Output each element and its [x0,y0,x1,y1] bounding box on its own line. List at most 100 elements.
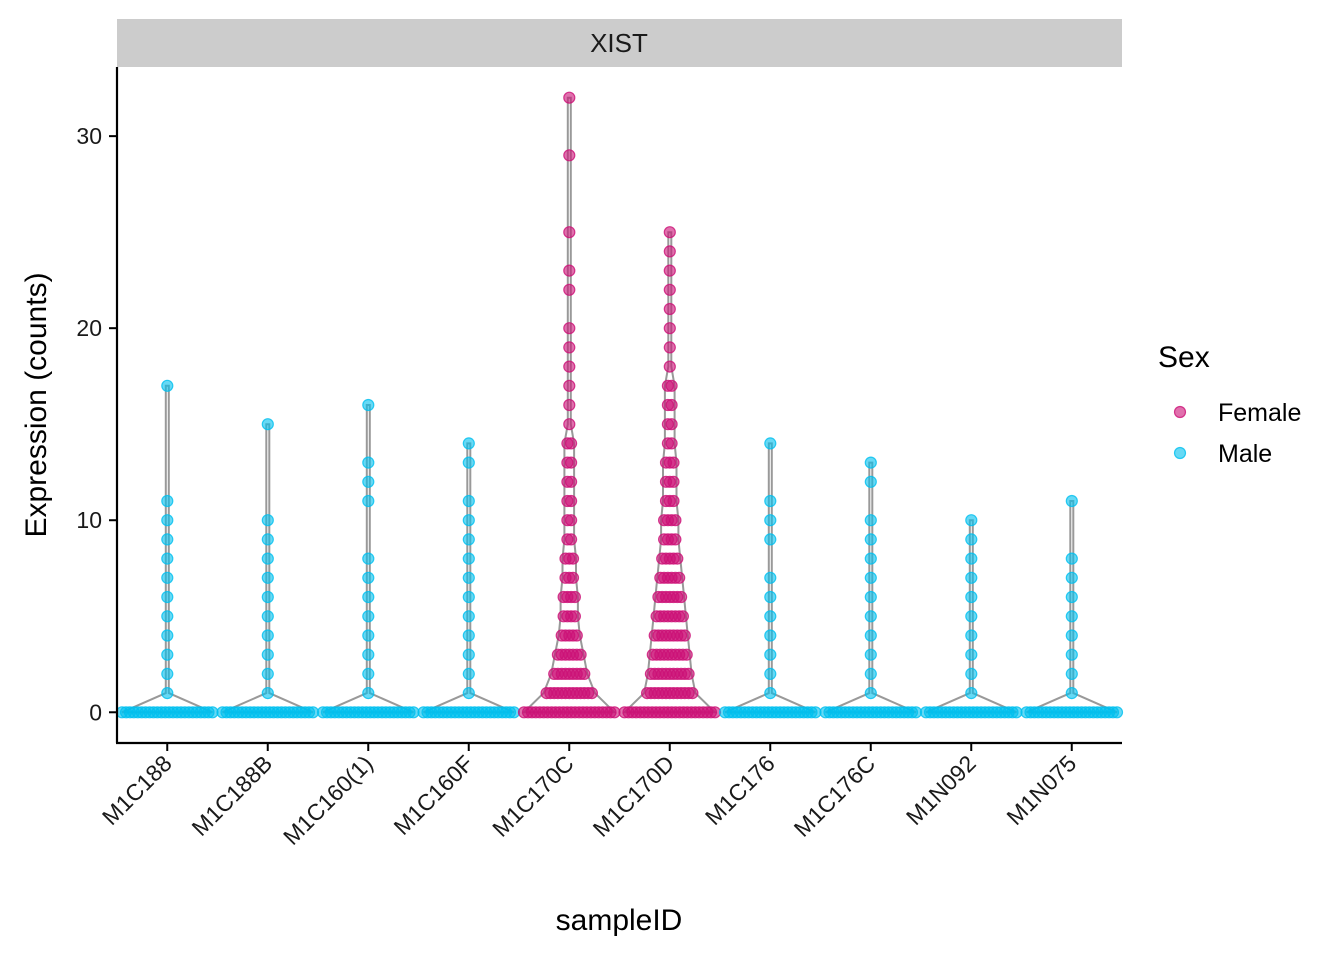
data-point [568,590,582,604]
data-point [362,398,375,412]
y-tick-label: 20 [76,315,102,341]
data-point [261,571,274,584]
data-point [362,590,375,604]
data-point [563,341,576,354]
x-tick-label: M1C176 [700,750,780,830]
x-tick-label: M1C170C [487,750,579,842]
data-point [663,226,676,239]
data-point [462,610,475,623]
data-point [564,475,578,488]
data-point [764,590,777,604]
data-point [462,437,475,450]
data-point [261,418,274,431]
data-point [764,629,777,642]
data-point [407,706,420,719]
data-point [161,552,174,565]
data-point [161,590,174,604]
data-point [1065,571,1078,584]
data-point [362,571,375,584]
data-point [564,514,578,527]
x-axis-title: sampleID [556,904,683,937]
data-point [566,552,580,565]
data-point [764,648,777,661]
data-point [566,571,580,584]
data-point [161,571,174,584]
data-point [362,629,375,642]
data-point [362,686,375,700]
data-point [261,533,274,546]
data-point [1065,648,1078,661]
legend-label-female: Female [1218,399,1301,427]
data-point [161,686,174,700]
data-point [673,571,686,584]
x-tick-label: M1C188 [97,750,177,830]
data-point [864,552,877,565]
data-point [462,686,475,700]
data-point [462,533,475,546]
data-point [563,264,576,277]
data-point [261,667,274,681]
data-point [663,302,676,316]
facet-strip [117,19,1122,67]
data-point [864,571,877,584]
x-tick-label: M1C176C [789,750,881,842]
data-point [161,494,174,508]
data-point [161,648,174,661]
data-point [864,514,877,527]
data-point [161,514,174,527]
data-point [965,590,978,604]
data-point [663,341,676,354]
data-point [563,226,576,239]
data-point [462,514,475,527]
data-point [1065,686,1078,700]
data-point [965,571,978,584]
data-point [1065,667,1078,681]
data-point [665,437,678,450]
data-point [462,456,475,469]
data-point [674,590,688,604]
data-point [864,590,877,604]
data-point [669,514,682,527]
data-point [563,91,576,104]
data-point [462,648,475,661]
data-point [965,533,978,546]
data-point [663,245,676,258]
data-point [570,629,583,642]
data-point [864,533,877,546]
data-point [362,667,375,681]
data-point [462,494,475,508]
data-point [261,552,274,565]
data-point [965,629,978,642]
data-point [261,514,274,527]
data-point [667,475,680,488]
data-point [564,456,578,469]
x-tick-label: M1C160(1) [278,750,378,850]
data-point [261,590,274,604]
data-point [764,514,777,527]
x-axis-ticks: M1C188 M1C188B M1C160(1) M1C160F M1C170C M1C1… [97,743,1081,850]
data-point [206,706,219,719]
data-point [462,667,475,681]
data-point [864,610,877,623]
data-point [965,648,978,661]
data-point [563,283,576,296]
y-axis-ticks: 0 10 20 30 [76,123,117,725]
data-point [161,379,174,392]
data-point [261,610,274,623]
violin-outline [1026,500,1118,714]
data-point [585,686,599,700]
data-point [864,686,877,700]
data-point [663,264,676,277]
data-point [676,610,690,623]
data-point [362,494,375,508]
data-point [764,686,777,700]
data-point [1010,706,1023,719]
data-point [564,494,578,508]
data-point [680,648,693,661]
data-point [678,629,691,642]
data-point [665,418,678,431]
data-point [764,667,777,681]
y-tick-label: 0 [89,699,102,725]
data-point [563,360,576,373]
